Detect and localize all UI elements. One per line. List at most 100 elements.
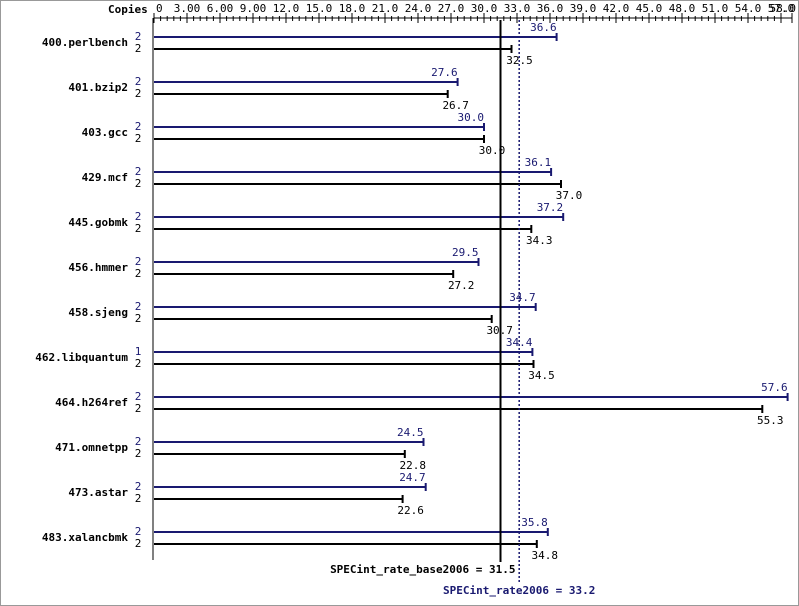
- bar: [154, 405, 764, 413]
- value-label: 34.8: [532, 549, 559, 562]
- bar: [154, 393, 789, 401]
- value-label: 36.1: [525, 156, 552, 169]
- bar: [154, 528, 549, 536]
- x-tick-label: 24.0: [405, 2, 432, 15]
- value-label: 27.6: [431, 66, 458, 79]
- value-label: 34.3: [526, 234, 553, 247]
- benchmark-name: 400.perlbench: [42, 36, 128, 49]
- copies: 2: [135, 210, 142, 223]
- value-label: 27.2: [448, 279, 475, 292]
- copies: 2: [135, 312, 142, 325]
- benchmark-name: 429.mcf: [82, 171, 128, 184]
- x-tick-label: 51.0: [702, 2, 729, 15]
- benchmark-name: 458.sjeng: [68, 306, 128, 319]
- value-label: 35.8: [521, 516, 548, 529]
- copies: 2: [135, 75, 142, 88]
- x-tick-label: 15.0: [306, 2, 333, 15]
- value-label: 24.7: [399, 471, 426, 484]
- value-label: 26.7: [442, 99, 469, 112]
- reference-label: SPECint_rate2006 = 33.2: [443, 584, 595, 597]
- value-label: 34.5: [528, 369, 555, 382]
- copies: 2: [135, 42, 142, 55]
- copies: 2: [135, 435, 142, 448]
- bar: [154, 483, 427, 491]
- x-tick-label: 21.0: [372, 2, 399, 15]
- bar: [154, 45, 513, 53]
- copies: 2: [135, 87, 142, 100]
- bar: [154, 303, 537, 311]
- copies: 2: [135, 267, 142, 280]
- benchmark-name: 471.omnetpp: [55, 441, 128, 454]
- value-label: 24.5: [397, 426, 424, 439]
- value-label: 36.6: [530, 21, 557, 34]
- value-label: 22.8: [400, 459, 427, 472]
- value-label: 22.6: [397, 504, 424, 517]
- benchmark-name: 403.gcc: [82, 126, 128, 139]
- x-tick-label: 39.0: [570, 2, 597, 15]
- x-tick-label: 36.0: [537, 2, 564, 15]
- value-label: 34.7: [509, 291, 536, 304]
- copies: 2: [135, 120, 142, 133]
- x-tick-label: 33.0: [504, 2, 531, 15]
- copies: 2: [135, 132, 142, 145]
- x-tick-label: 45.0: [636, 2, 663, 15]
- copies: 2: [135, 357, 142, 370]
- bar: [154, 90, 449, 98]
- x-tick-label: 3.00: [174, 2, 201, 15]
- bar: [154, 258, 480, 266]
- value-label: 30.0: [458, 111, 485, 124]
- x-tick-label: 0: [156, 2, 163, 15]
- value-label: 30.0: [479, 144, 506, 157]
- copies: 2: [135, 177, 142, 190]
- benchmark-name: 464.h264ref: [55, 396, 128, 409]
- benchmark-name: 401.bzip2: [68, 81, 128, 94]
- x-tick-label: 18.0: [339, 2, 366, 15]
- x-tick-label: 57.0: [768, 2, 795, 15]
- benchmark-name: 462.libquantum: [35, 351, 128, 364]
- bar: [154, 270, 455, 278]
- x-tick-label: 12.0: [273, 2, 300, 15]
- x-tick-label: 54.0: [735, 2, 762, 15]
- value-label: 37.0: [556, 189, 583, 202]
- copies: 2: [135, 525, 142, 538]
- copies: 2: [135, 480, 142, 493]
- copies-header: Copies: [108, 3, 148, 16]
- bar: [154, 495, 404, 503]
- benchmark-name: 445.gobmk: [68, 216, 128, 229]
- copies: 2: [135, 222, 142, 235]
- bar: [154, 360, 535, 368]
- copies: 2: [135, 390, 142, 403]
- copies: 2: [135, 537, 142, 550]
- copies: 2: [135, 165, 142, 178]
- bar: [154, 180, 562, 188]
- bar: [154, 315, 493, 323]
- x-tick-label: 58.0: [770, 2, 797, 15]
- reference-label: SPECint_rate_base2006 = 31.5: [330, 563, 515, 576]
- bar: [154, 78, 459, 86]
- bar: [154, 168, 553, 176]
- bar: [154, 348, 534, 356]
- bar: [154, 33, 558, 41]
- copies: 2: [135, 30, 142, 43]
- copies: 2: [135, 300, 142, 313]
- x-tick-label: 6.00: [207, 2, 234, 15]
- bar: [154, 438, 425, 446]
- copies: 2: [135, 255, 142, 268]
- benchmark-name: 456.hmmer: [68, 261, 128, 274]
- bar: [154, 540, 538, 548]
- bar: [154, 135, 485, 143]
- copies: 2: [135, 492, 142, 505]
- value-label: 34.4: [506, 336, 533, 349]
- x-tick-label: 9.00: [240, 2, 267, 15]
- benchmark-name: 483.xalancbmk: [42, 531, 128, 544]
- copies: 2: [135, 447, 142, 460]
- x-tick-label: 30.0: [471, 2, 498, 15]
- value-label: 37.2: [537, 201, 564, 214]
- x-tick-label: 42.0: [603, 2, 630, 15]
- value-label: 29.5: [452, 246, 479, 259]
- copies: 1: [135, 345, 142, 358]
- value-label: 57.6: [761, 381, 788, 394]
- bar: [154, 213, 565, 221]
